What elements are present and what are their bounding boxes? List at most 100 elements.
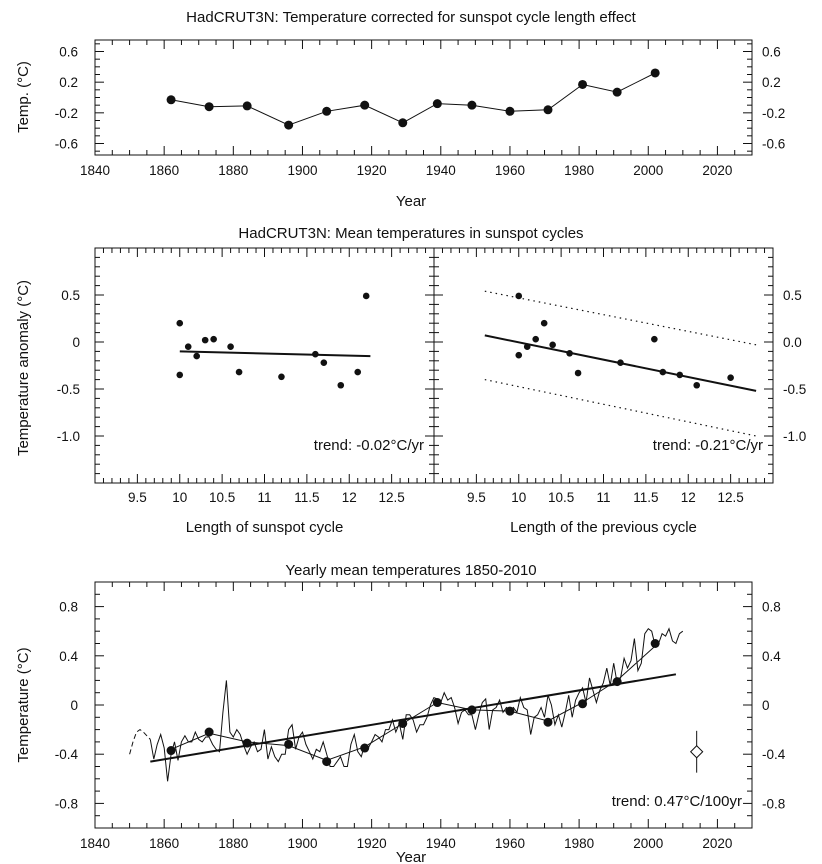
mid-right-ticks (433, 247, 774, 484)
bottom-panel-cycle-mean-point (650, 639, 660, 648)
bottom-panel-cycle-mean-point (284, 739, 294, 749)
mid-right-x-tick-label: 9.5 (467, 490, 486, 505)
mid-left-point (312, 350, 319, 358)
bottom-panel-cycle-mean-point (543, 717, 553, 727)
bottom-panel-x-tick-label: 1920 (357, 836, 387, 851)
bottom-panel-x-tick-label: 1900 (287, 836, 317, 851)
bottom-panel-x-tick-label: 1840 (80, 836, 110, 851)
mid-right-point (651, 335, 658, 343)
mid-right-point (617, 359, 624, 366)
mid-left-y-tick-label: 0 (72, 335, 80, 350)
bottom-panel-yearly-line (149, 627, 684, 782)
bottom-panel-x-tick-label: 1880 (218, 836, 248, 851)
top-panel-x-tick-label: 2000 (633, 163, 663, 178)
top-panel-series-line (171, 72, 656, 126)
mid-left-y-tick-label: -1.0 (57, 429, 80, 444)
bottom-panel-ticks (94, 581, 753, 829)
mid-left-trend-annotation: trend: -0.02°C/yr (314, 437, 424, 454)
mid-right-point (515, 292, 523, 300)
mid-left-x-tick-label: 9.5 (128, 490, 147, 505)
mid-left-point (201, 336, 209, 344)
bottom-panel-y-tick-label-right: -0.8 (762, 796, 785, 811)
mid-panel-title: HadCRUT3N: Mean temperatures in sunspot … (238, 225, 583, 242)
top-panel-point (578, 79, 588, 89)
top-panel-point (650, 68, 660, 78)
top-panel-y-tick-label-right: 0.6 (762, 45, 781, 60)
bottom-panel-y-tick-label-right: 0.4 (762, 649, 781, 664)
mid-left-x-tick-label: 12.5 (378, 490, 404, 505)
top-panel-point (360, 100, 370, 110)
top-panel-y-tick-label: -0.6 (55, 137, 78, 152)
top-panel-x-tick-label: 1960 (495, 163, 525, 178)
mid-left-point (193, 352, 200, 360)
bottom-panel-y-tick-label: 0.4 (59, 649, 78, 664)
mid-right-point (574, 369, 582, 377)
top-panel-point (467, 100, 477, 110)
mid-left-point (210, 335, 217, 343)
top-panel-y-tick-label-right: 0.2 (762, 75, 781, 90)
top-panel-y-tick-label: 0.6 (59, 45, 78, 60)
bottom-panel-y-tick-label: -0.4 (55, 747, 79, 762)
top-panel-y-tick-label: -0.2 (55, 106, 78, 121)
bottom-panel-title: Yearly mean temperatures 1850-2010 (285, 562, 536, 579)
mid-right-x-tick-label: 11 (596, 490, 610, 505)
mid-left-point (184, 343, 192, 351)
top-panel-point (612, 87, 622, 97)
bottom-panel-x-tick-label: 1960 (495, 836, 525, 851)
mid-right-y-tick-label: 0.5 (783, 288, 802, 303)
mid-right-point (566, 349, 573, 357)
mid-right-y-tick-label: 0.0 (783, 335, 802, 350)
top-panel-point (242, 101, 252, 111)
bottom-panel-cycle-mean-point (612, 677, 622, 687)
top-panel-point (543, 105, 553, 115)
top-panel-point (398, 118, 408, 128)
top-panel-x-tick-label: 2020 (702, 163, 732, 178)
mid-left-trend-line (179, 350, 371, 358)
top-panel-frame (94, 39, 753, 156)
bottom-panel-yearly-early-dashed (129, 728, 151, 755)
bottom-panel-x-tick-label: 1860 (149, 836, 179, 851)
mid-left-point (278, 373, 285, 381)
bottom-panel-trend-line (150, 673, 677, 763)
mid-left-ticks (94, 247, 435, 484)
mid-left-point (354, 368, 362, 376)
mid-left-point (320, 359, 328, 366)
bottom-panel-y-tick-label-right: -0.4 (762, 747, 786, 762)
mid-right-x-tick-label: 10.5 (548, 490, 574, 505)
mid-left-x-tick-label: 11 (257, 490, 271, 505)
mid-right-x-tick-label: 10 (511, 490, 526, 505)
top-panel-y-tick-label: 0.2 (59, 75, 78, 90)
top-panel-y-tick-label-right: -0.6 (762, 137, 785, 152)
bottom-panel-x-tick-label: 2000 (633, 836, 663, 851)
mid-left-x-tick-label: 10.5 (209, 490, 235, 505)
mid-right-point (676, 371, 684, 379)
mid-left-x-axis-label: Length of sunspot cycle (186, 519, 344, 536)
bottom-panel-x-axis-label: Year (396, 849, 426, 864)
top-panel-x-tick-label: 1940 (426, 163, 456, 178)
mid-right-x-axis-label: Length of the previous cycle (510, 519, 697, 536)
top-panel-point (505, 106, 515, 116)
mid-right-y-tick-label: -1.0 (783, 429, 806, 444)
top-panel-y-axis-label: Temp. (°C) (15, 61, 32, 133)
mid-left-x-tick-label: 11.5 (294, 490, 319, 505)
mid-right-lower-bound (484, 379, 757, 437)
mid-right-x-tick-label: 12 (681, 490, 696, 505)
mid-right-point (727, 374, 734, 382)
bottom-panel-smoothed-line (170, 645, 656, 761)
bottom-panel-cycle-mean-point (398, 718, 408, 728)
top-panel-title: HadCRUT3N: Temperature corrected for sun… (186, 9, 636, 26)
mid-right-point (515, 351, 523, 359)
mid-left-y-tick-label: 0.5 (61, 288, 80, 303)
mid-right-point (532, 335, 539, 343)
top-panel-point (432, 99, 442, 109)
mid-left-y-tick-label: -0.5 (57, 382, 80, 397)
bottom-panel-x-tick-label: 1980 (564, 836, 594, 851)
top-panel-x-tick-label: 1900 (287, 163, 317, 178)
top-panel-x-tick-label: 1920 (357, 163, 387, 178)
bottom-panel-y-tick-label: -0.8 (55, 796, 78, 811)
bottom-panel-trend-annotation: trend: 0.47°C/100yr (612, 793, 742, 810)
bottom-panel-y-tick-label-right: 0.8 (762, 600, 781, 615)
top-panel-ticks (94, 40, 753, 155)
bottom-panel-x-tick-label: 2020 (702, 836, 732, 851)
